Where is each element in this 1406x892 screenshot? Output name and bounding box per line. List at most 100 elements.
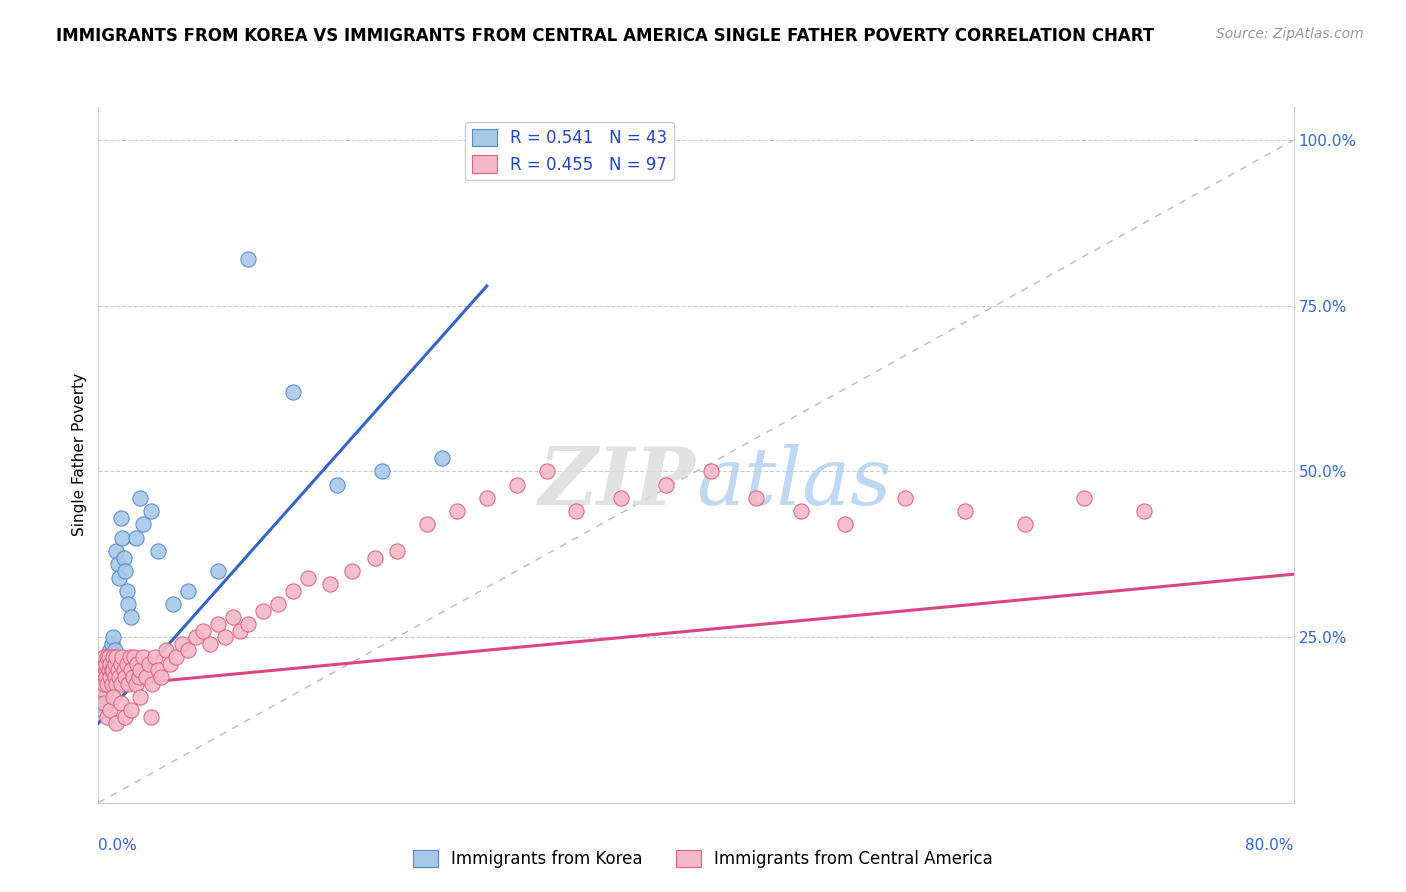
Point [1133, 504, 1156, 518]
Point [229, 624, 252, 638]
Point [114, 564, 136, 578]
Point [319, 577, 342, 591]
Point [506, 477, 529, 491]
Point [104, 657, 127, 671]
Point [93, 676, 115, 690]
Point [214, 630, 236, 644]
Point [96, 676, 118, 690]
Point [191, 624, 214, 638]
Point [150, 670, 173, 684]
Point [96, 663, 118, 677]
Point [96, 709, 118, 723]
Point [89, 683, 111, 698]
Point [89, 670, 111, 684]
Point [416, 517, 439, 532]
Point [207, 616, 229, 631]
Point [894, 491, 917, 505]
Point [104, 670, 127, 684]
Point [90, 697, 112, 711]
Point [93, 650, 115, 665]
Point [297, 570, 319, 584]
Point [114, 709, 136, 723]
Point [96, 650, 118, 665]
Point [91, 690, 114, 704]
Point [222, 610, 245, 624]
Y-axis label: Single Father Poverty: Single Father Poverty [72, 374, 87, 536]
Point [115, 657, 138, 671]
Point [97, 663, 120, 677]
Point [135, 670, 157, 684]
Point [1073, 491, 1095, 505]
Point [91, 683, 114, 698]
Point [132, 650, 155, 665]
Text: ZIP: ZIP [538, 444, 696, 522]
Point [127, 657, 149, 671]
Point [108, 570, 131, 584]
Point [98, 670, 122, 684]
Point [105, 650, 128, 665]
Point [236, 616, 259, 631]
Point [125, 531, 148, 545]
Point [342, 564, 364, 578]
Point [139, 709, 162, 723]
Text: 80.0%: 80.0% [1246, 838, 1294, 853]
Point [267, 597, 290, 611]
Point [121, 670, 143, 684]
Point [98, 663, 122, 677]
Point [326, 477, 349, 491]
Point [94, 663, 117, 677]
Point [162, 597, 184, 611]
Point [93, 690, 115, 704]
Legend: R = 0.541   N = 43, R = 0.455   N = 97: R = 0.541 N = 43, R = 0.455 N = 97 [465, 122, 673, 180]
Point [90, 676, 112, 690]
Point [165, 650, 187, 665]
Point [103, 650, 125, 665]
Point [103, 650, 125, 665]
Point [148, 663, 170, 677]
Point [118, 650, 141, 665]
Point [94, 683, 117, 698]
Point [105, 544, 128, 558]
Point [565, 504, 588, 518]
Point [148, 544, 170, 558]
Point [104, 643, 127, 657]
Point [93, 670, 115, 684]
Point [125, 676, 148, 690]
Point [141, 676, 163, 690]
Point [129, 491, 152, 505]
Point [124, 650, 146, 665]
Point [177, 583, 200, 598]
Point [834, 517, 856, 532]
Point [110, 676, 132, 690]
Point [371, 465, 394, 479]
Point [446, 504, 468, 518]
Point [138, 657, 160, 671]
Point [96, 657, 118, 671]
Point [103, 690, 125, 704]
Point [101, 657, 124, 671]
Point [120, 663, 142, 677]
Point [110, 657, 132, 671]
Text: Source: ZipAtlas.com: Source: ZipAtlas.com [1216, 27, 1364, 41]
Point [159, 657, 181, 671]
Point [128, 670, 150, 684]
Point [114, 670, 136, 684]
Point [177, 643, 200, 657]
Point [536, 465, 558, 479]
Point [101, 676, 124, 690]
Point [97, 650, 120, 665]
Point [200, 637, 222, 651]
Point [91, 703, 114, 717]
Point [101, 637, 124, 651]
Point [94, 670, 117, 684]
Point [105, 716, 128, 731]
Point [98, 657, 122, 671]
Point [252, 604, 274, 618]
Point [143, 650, 166, 665]
Point [94, 676, 117, 690]
Point [93, 697, 115, 711]
Point [1014, 517, 1036, 532]
Point [111, 531, 134, 545]
Point [953, 504, 976, 518]
Point [94, 657, 117, 671]
